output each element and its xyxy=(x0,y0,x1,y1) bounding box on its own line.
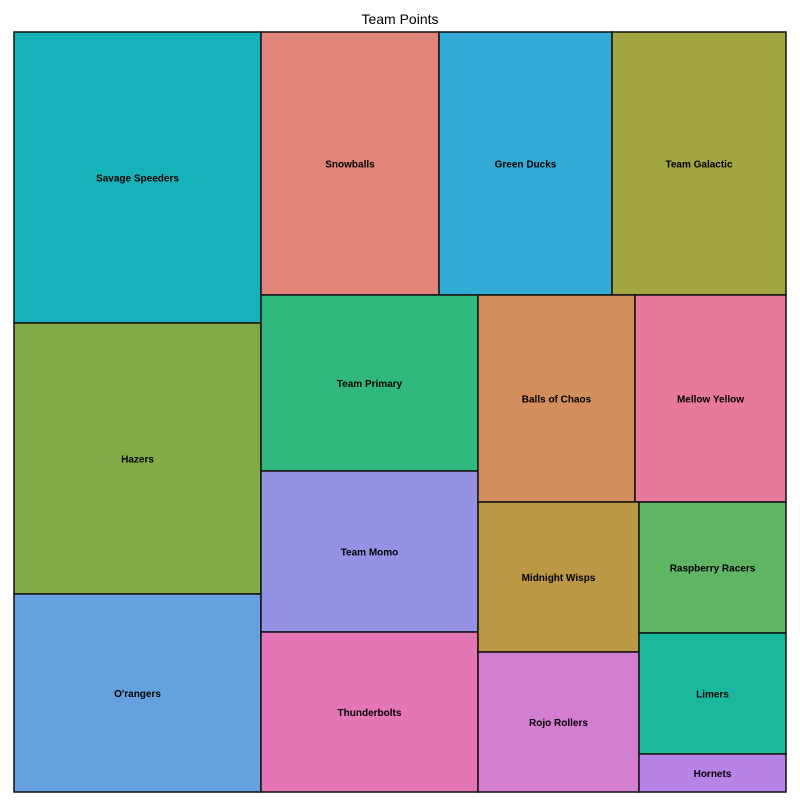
tile-label: Team Momo xyxy=(341,548,399,559)
tile-midnight-wisps: Midnight Wisps xyxy=(477,501,640,653)
tile-label: Green Ducks xyxy=(495,160,557,171)
tile-rect xyxy=(477,651,640,793)
tile-rect xyxy=(438,31,613,296)
tile-rect xyxy=(13,322,262,595)
tile-rect xyxy=(638,501,787,634)
tile-team-primary: Team Primary xyxy=(260,294,479,472)
tile-label: Mellow Yellow xyxy=(677,395,744,406)
tile-snowballs: Snowballs xyxy=(260,31,440,296)
tile-limers: Limers xyxy=(638,632,787,755)
tile-raspberry-racers: Raspberry Racers xyxy=(638,501,787,634)
tile-thunderbolts: Thunderbolts xyxy=(260,631,479,793)
tile-mellow-yellow: Mellow Yellow xyxy=(634,294,787,503)
tile-hornets: Hornets xyxy=(638,753,787,793)
tile-label: Rojo Rollers xyxy=(529,718,588,729)
tile-label: Thunderbolts xyxy=(338,708,402,719)
tile-label: Balls of Chaos xyxy=(522,395,592,406)
tile-balls-of-chaos: Balls of Chaos xyxy=(477,294,636,503)
tile-rect xyxy=(634,294,787,503)
tile-label: Raspberry Racers xyxy=(670,564,756,575)
tile-label: Midnight Wisps xyxy=(522,573,596,584)
tile-label: Snowballs xyxy=(325,160,375,171)
tile-rect xyxy=(611,31,787,296)
chart-title: Team Points xyxy=(361,11,439,27)
tile-rect xyxy=(260,294,479,472)
tile-green-ducks: Green Ducks xyxy=(438,31,613,296)
tile-rect xyxy=(638,753,787,793)
tile-label: Hazers xyxy=(121,455,154,466)
tile-rect xyxy=(260,470,479,633)
tile-savage-speeders: Savage Speeders xyxy=(13,31,262,324)
tile-rojo-rollers: Rojo Rollers xyxy=(477,651,640,793)
tile-label: Team Galactic xyxy=(665,160,733,171)
tile-rect xyxy=(638,632,787,755)
tile-label: Hornets xyxy=(694,769,732,780)
tile-o-rangers: O'rangers xyxy=(13,593,262,793)
tile-team-galactic: Team Galactic xyxy=(611,31,787,296)
tile-label: O'rangers xyxy=(114,689,161,700)
tile-label: Savage Speeders xyxy=(96,174,179,185)
tile-hazers: Hazers xyxy=(13,322,262,595)
tile-rect xyxy=(477,501,640,653)
tile-rect xyxy=(260,31,440,296)
tile-rect xyxy=(260,631,479,793)
tile-label: Team Primary xyxy=(337,379,403,390)
tile-label: Limers xyxy=(696,690,729,701)
tile-team-momo: Team Momo xyxy=(260,470,479,633)
